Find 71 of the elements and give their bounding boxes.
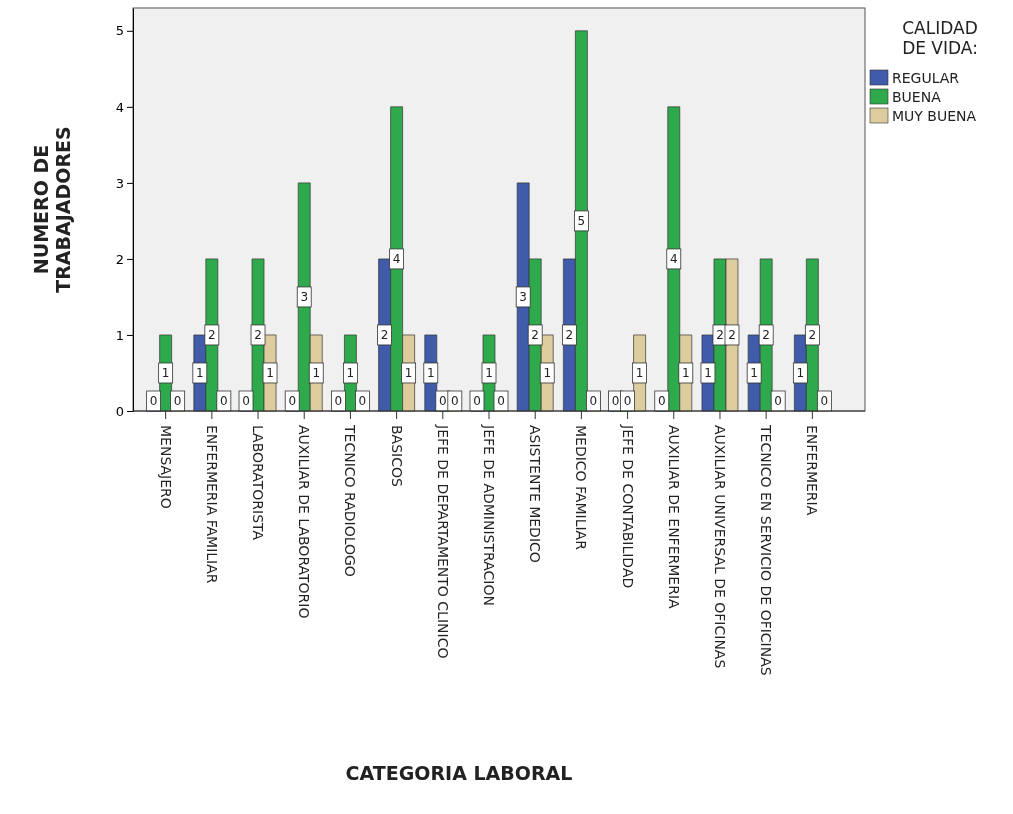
data-label: 3 [300, 289, 309, 304]
data-label: 2 [762, 327, 770, 342]
data-label: 1 [266, 365, 274, 380]
y-axis-title: NUMERO DE TRABAJADORES [30, 126, 74, 293]
data-label: 5 [577, 213, 586, 228]
x-tick-label: ENFERMERIA [804, 425, 821, 516]
data-label: 2 [716, 327, 724, 342]
x-tick-label: TECNICO EN SERVICIO DE OFICINAS [758, 424, 775, 676]
legend-label: REGULAR [892, 70, 960, 86]
data-label: 1 [426, 365, 435, 380]
data-label: 0 [220, 394, 228, 408]
y-tick-label: 5 [115, 23, 124, 39]
data-label: 0 [473, 394, 481, 408]
x-tick-label: AUXILIAR UNIVERSAL DE OFICINAS [711, 425, 728, 669]
data-label: 1 [404, 365, 413, 380]
data-label: 2 [808, 327, 817, 342]
data-label: 1 [312, 365, 321, 380]
y-tick-label: 4 [115, 99, 124, 115]
data-label: 1 [346, 365, 355, 380]
data-label: 0 [334, 394, 343, 408]
data-label: 1 [704, 365, 712, 380]
data-label: 2 [531, 327, 540, 342]
legend-title: CALIDAD DE VIDA: [902, 18, 978, 58]
x-tick-label: MEDICO FAMILIAR [573, 425, 590, 551]
data-label: 0 [774, 394, 782, 408]
data-label: 0 [173, 394, 182, 408]
data-label: 2 [208, 327, 216, 342]
data-label: 2 [565, 327, 574, 342]
data-label: 0 [288, 394, 297, 408]
data-label: 0 [820, 394, 829, 408]
data-label: 3 [519, 289, 527, 304]
y-tick-label: 2 [115, 251, 124, 267]
legend-label: BUENA [892, 89, 942, 105]
data-label: 4 [669, 251, 678, 266]
data-label: 0 [242, 394, 250, 408]
x-tick-label: JEFE DE DEPARTAMENTO CLINICO [434, 424, 451, 659]
data-label: 2 [380, 327, 389, 342]
y-tick-label: 3 [115, 175, 124, 191]
x-tick-label: TECNICO RADIOLOGO [342, 424, 359, 577]
x-tick-label: ENFERMERIA FAMILIAR [203, 425, 220, 584]
y-tick-label: 0 [115, 403, 124, 419]
data-label: 1 [750, 365, 758, 380]
x-tick-label: AUXILIAR DE LABORATORIO [296, 425, 313, 619]
data-label: 0 [657, 394, 666, 408]
data-label: 0 [623, 394, 632, 408]
data-label: 0 [358, 394, 367, 408]
x-tick-label: ASISTENTE MEDICO [527, 425, 544, 563]
data-label: 0 [149, 394, 158, 408]
data-label: 0 [451, 394, 459, 408]
x-tick-label: JEFE DE CONTABILIDAD [619, 424, 636, 589]
data-label: 4 [392, 251, 401, 266]
x-tick-label: JEFE DE ADMINISTRACION [481, 424, 497, 606]
x-tick-label: MENSAJERO [157, 425, 174, 509]
data-label: 1 [543, 365, 552, 380]
data-label: 0 [589, 394, 598, 408]
data-label: 2 [254, 327, 262, 342]
legend-label: MUY BUENA [892, 108, 977, 124]
data-label: 0 [438, 394, 447, 408]
data-label: 1 [196, 365, 204, 380]
data-label: 1 [796, 365, 805, 380]
data-label: 1 [681, 365, 690, 380]
data-label: 1 [635, 365, 644, 380]
y-tick-label: 1 [115, 327, 124, 343]
data-label: 1 [485, 365, 493, 380]
x-tick-label: LABORATORISTA [250, 425, 267, 541]
data-label: 0 [497, 394, 505, 408]
data-label: 0 [611, 394, 620, 408]
x-tick-label: AUXILIAR DE ENFERMERIA [665, 425, 682, 610]
data-label: 1 [161, 365, 170, 380]
x-axis-title: CATEGORIA LABORAL [345, 762, 573, 784]
x-tick-label: BASICOS [388, 425, 405, 487]
